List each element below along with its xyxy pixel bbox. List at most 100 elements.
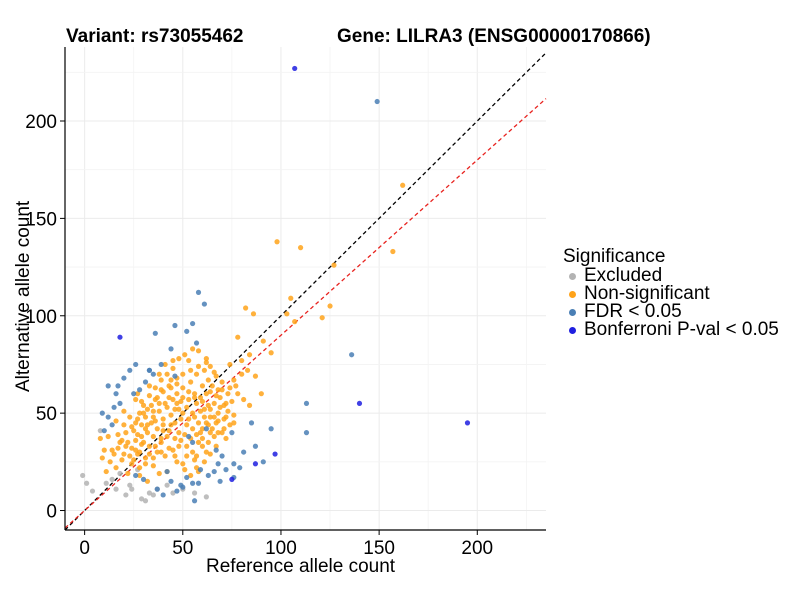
point-non-significant bbox=[231, 377, 237, 383]
point-non-significant bbox=[170, 396, 176, 403]
point-non-significant bbox=[133, 437, 139, 444]
point-non-significant bbox=[193, 431, 200, 438]
point-non-significant bbox=[215, 410, 221, 416]
legend-key-bonferroni bbox=[569, 326, 576, 334]
point-non-significant bbox=[297, 245, 304, 251]
point-non-significant bbox=[176, 443, 182, 449]
point-non-significant bbox=[170, 447, 176, 453]
point-non-significant bbox=[213, 393, 219, 399]
point-fdr-0-05 bbox=[160, 492, 166, 498]
point-non-significant bbox=[182, 352, 188, 358]
point-non-significant bbox=[213, 373, 219, 379]
point-non-significant bbox=[243, 305, 249, 311]
point-excluded bbox=[142, 498, 149, 504]
point-non-significant bbox=[158, 377, 164, 383]
point-non-significant bbox=[156, 371, 162, 377]
point-fdr-0-05 bbox=[178, 482, 184, 488]
point-non-significant bbox=[199, 383, 206, 389]
point-non-significant bbox=[135, 391, 141, 397]
point-bonferroni-p-val-0-05 bbox=[272, 451, 278, 457]
point-fdr-0-05 bbox=[172, 322, 178, 329]
point-non-significant bbox=[203, 420, 209, 426]
point-fdr-0-05 bbox=[168, 346, 174, 352]
point-fdr-0-05 bbox=[137, 387, 143, 393]
point-bonferroni-p-val-0-05 bbox=[252, 461, 259, 467]
point-non-significant bbox=[150, 463, 156, 469]
y-tick-label: 100 bbox=[25, 307, 57, 328]
point-fdr-0-05 bbox=[268, 426, 274, 432]
legend-key-excluded bbox=[569, 272, 576, 280]
point-non-significant bbox=[166, 383, 172, 389]
point-non-significant bbox=[109, 447, 115, 453]
point-non-significant bbox=[119, 437, 125, 444]
point-non-significant bbox=[164, 371, 170, 377]
point-non-significant bbox=[197, 430, 204, 436]
point-non-significant bbox=[97, 435, 103, 442]
point-bonferroni-p-val-0-05 bbox=[292, 65, 298, 72]
point-fdr-0-05 bbox=[140, 476, 147, 482]
point-non-significant bbox=[152, 443, 158, 449]
point-non-significant bbox=[138, 422, 145, 428]
point-non-significant bbox=[180, 371, 186, 377]
point-excluded bbox=[170, 490, 176, 496]
y-tick-label: 50 bbox=[36, 404, 57, 425]
point-non-significant bbox=[172, 435, 178, 442]
point-non-significant bbox=[129, 445, 135, 451]
point-non-significant bbox=[190, 449, 196, 455]
point-non-significant bbox=[166, 394, 172, 401]
point-non-significant bbox=[225, 391, 231, 397]
point-fdr-0-05 bbox=[172, 373, 178, 379]
point-excluded bbox=[89, 488, 96, 494]
point-non-significant bbox=[146, 443, 153, 449]
point-non-significant bbox=[127, 453, 133, 459]
point-non-significant bbox=[168, 377, 174, 383]
point-non-significant bbox=[188, 379, 194, 385]
point-fdr-0-05 bbox=[117, 400, 123, 407]
point-fdr-0-05 bbox=[231, 461, 237, 467]
point-non-significant bbox=[221, 402, 227, 408]
point-non-significant bbox=[319, 315, 325, 321]
point-fdr-0-05 bbox=[133, 361, 139, 368]
point-non-significant bbox=[186, 389, 192, 395]
title-gene: Gene: LILRA3 (ENSG00000170866) bbox=[337, 26, 651, 47]
point-non-significant bbox=[123, 443, 129, 449]
point-excluded bbox=[150, 492, 156, 498]
point-non-significant bbox=[174, 381, 180, 387]
point-non-significant bbox=[115, 445, 121, 451]
point-non-significant bbox=[209, 426, 215, 432]
point-non-significant bbox=[105, 433, 111, 440]
point-non-significant bbox=[209, 383, 215, 389]
point-non-significant bbox=[111, 451, 117, 457]
point-non-significant bbox=[174, 391, 180, 397]
legend-label: FDR < 0.05 bbox=[584, 301, 682, 322]
point-non-significant bbox=[201, 367, 207, 373]
point-non-significant bbox=[180, 385, 186, 391]
point-non-significant bbox=[131, 457, 137, 463]
point-fdr-0-05 bbox=[219, 453, 225, 459]
legend-key-non-significant bbox=[569, 290, 576, 298]
title-variant: Variant: rs73055462 bbox=[66, 26, 244, 47]
point-non-significant bbox=[172, 453, 178, 459]
point-non-significant bbox=[239, 357, 245, 364]
point-fdr-0-05 bbox=[215, 461, 221, 467]
point-non-significant bbox=[217, 394, 223, 401]
point-excluded bbox=[123, 492, 129, 498]
point-non-significant bbox=[129, 461, 135, 467]
point-non-significant bbox=[207, 363, 213, 370]
point-non-significant bbox=[211, 369, 217, 375]
point-non-significant bbox=[258, 391, 264, 397]
point-non-significant bbox=[201, 406, 207, 412]
point-non-significant bbox=[178, 437, 184, 444]
point-non-significant bbox=[241, 396, 247, 403]
point-bonferroni-p-val-0-05 bbox=[117, 334, 123, 340]
point-fdr-0-05 bbox=[154, 486, 160, 492]
point-non-significant bbox=[246, 352, 253, 358]
point-non-significant bbox=[138, 441, 145, 447]
point-non-significant bbox=[227, 422, 233, 428]
point-bonferroni-p-val-0-05 bbox=[464, 420, 471, 426]
point-non-significant bbox=[133, 396, 139, 403]
point-non-significant bbox=[138, 398, 145, 405]
x-axis-title: Reference allele count bbox=[206, 556, 396, 577]
point-non-significant bbox=[176, 356, 182, 362]
point-non-significant bbox=[99, 455, 105, 461]
